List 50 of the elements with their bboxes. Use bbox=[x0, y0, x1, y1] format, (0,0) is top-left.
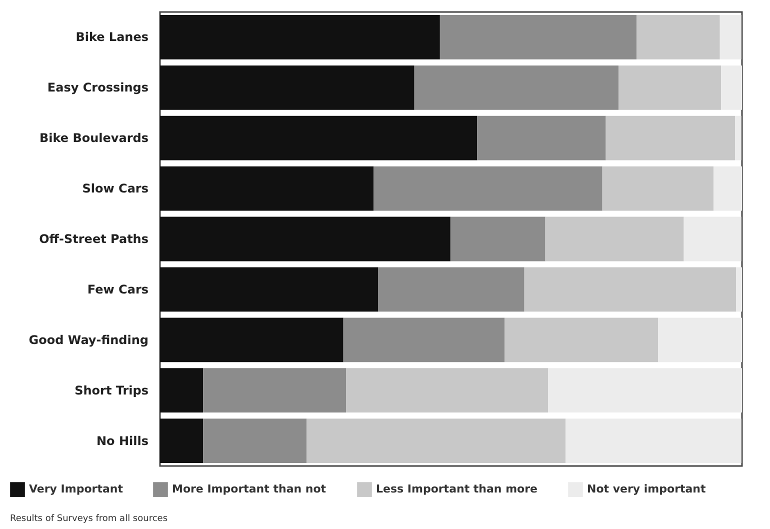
bar bbox=[160, 15, 440, 60]
bar bbox=[160, 116, 478, 160]
bar bbox=[477, 116, 606, 160]
bar bbox=[414, 65, 619, 110]
y-tick-label: Easy Crossings bbox=[47, 80, 148, 95]
y-tick-label: Few Cars bbox=[87, 282, 148, 296]
y-tick-label: Short Trips bbox=[74, 383, 148, 398]
bar bbox=[160, 368, 204, 413]
bar bbox=[504, 318, 658, 362]
bar bbox=[203, 368, 346, 413]
bar bbox=[374, 166, 602, 211]
bar bbox=[343, 318, 505, 362]
bar bbox=[545, 216, 684, 262]
bar bbox=[306, 418, 566, 463]
bar bbox=[720, 15, 742, 60]
bar bbox=[548, 368, 742, 413]
bar bbox=[658, 318, 742, 362]
bar bbox=[713, 166, 742, 211]
y-tick-label: Bike Boulevards bbox=[40, 131, 148, 146]
text: Results of Surveys from all sources bbox=[10, 514, 168, 524]
legend-label: Not very important bbox=[587, 482, 706, 496]
bar bbox=[160, 65, 414, 110]
bar bbox=[160, 418, 204, 463]
bar bbox=[602, 166, 714, 211]
bar bbox=[566, 418, 742, 463]
bar bbox=[606, 116, 736, 160]
legend-label: Very Important bbox=[29, 482, 123, 496]
bar bbox=[524, 267, 736, 312]
bar bbox=[450, 216, 546, 262]
y-tick-label: Bike Lanes bbox=[76, 30, 148, 44]
bar bbox=[160, 216, 450, 262]
bar bbox=[735, 116, 742, 160]
bar bbox=[160, 318, 344, 362]
bar bbox=[160, 166, 374, 211]
bar bbox=[440, 15, 637, 60]
bar bbox=[203, 418, 307, 463]
bar bbox=[684, 216, 742, 262]
bar bbox=[636, 15, 720, 60]
bar bbox=[618, 65, 722, 110]
bar bbox=[378, 267, 524, 312]
bar bbox=[160, 267, 378, 312]
legend-label: Less Important than more bbox=[376, 482, 538, 496]
y-tick-label: No Hills bbox=[96, 434, 148, 448]
bar bbox=[721, 65, 742, 110]
y-tick-label: Good Way-finding bbox=[28, 332, 148, 347]
y-tick-label: Slow Cars bbox=[82, 182, 148, 196]
bar bbox=[736, 267, 742, 312]
y-tick-label: Off-Street Paths bbox=[39, 232, 148, 246]
bar bbox=[346, 368, 548, 413]
legend-label: More Important than not bbox=[172, 482, 326, 496]
